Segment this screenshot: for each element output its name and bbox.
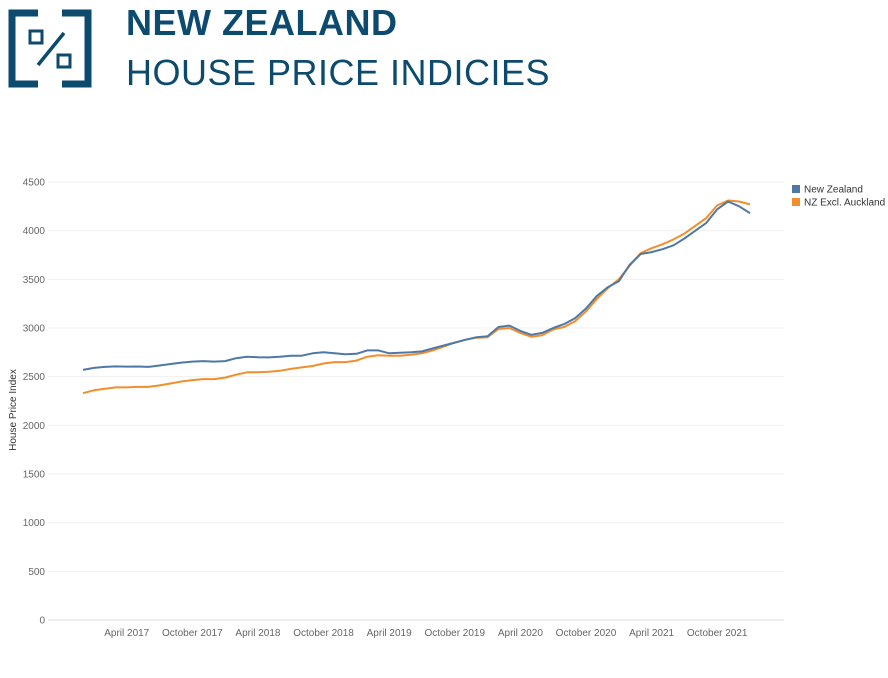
percent-box-icon [8,9,92,88]
y-tick-label: 0 [39,616,45,627]
y-tick-label: 3500 [23,275,46,286]
y-tick-label: 1500 [23,470,46,481]
page-title: NEW ZEALAND [126,2,398,43]
y-tick-label: 2000 [23,421,46,432]
x-tick-label: April 2019 [367,628,412,639]
legend-label: New Zealand [804,185,863,196]
y-tick-label: 4500 [23,178,46,189]
y-tick-label: 1000 [23,518,46,529]
x-tick-label: October 2018 [293,628,354,639]
legend-label: NZ Excl. Auckland [804,198,885,209]
x-tick-label: October 2019 [424,628,485,639]
y-axis-ticks: 0 500 1000 1500 2000 2500 3000 3500 4000 4500 [23,178,46,627]
x-tick-label: April 2021 [629,628,674,639]
series-line [82,200,751,371]
x-tick-label: October 2021 [687,628,748,639]
legend-swatch [792,198,800,206]
page-subtitle: HOUSE PRICE INDICIES [126,52,551,93]
y-tick-label: 4000 [23,226,46,237]
y-tick-label: 2500 [23,372,46,383]
x-tick-label: April 2020 [498,628,543,639]
x-tick-label: April 2017 [104,628,149,639]
x-tick-label: April 2018 [235,628,280,639]
legend: New Zealand NZ Excl. Auckland [792,185,885,209]
legend-swatch [792,185,800,193]
x-axis-ticks: April 2017 October 2017 April 2018 October … [104,628,748,639]
x-tick-label: October 2020 [556,628,617,639]
x-tick-label: October 2017 [162,628,223,639]
y-tick-label: 500 [28,567,45,578]
series-line [82,199,751,395]
series-lines [82,199,751,395]
y-tick-label: 3000 [23,324,46,335]
grid-lines [48,181,784,621]
y-axis-label: House Price Index [8,369,19,451]
